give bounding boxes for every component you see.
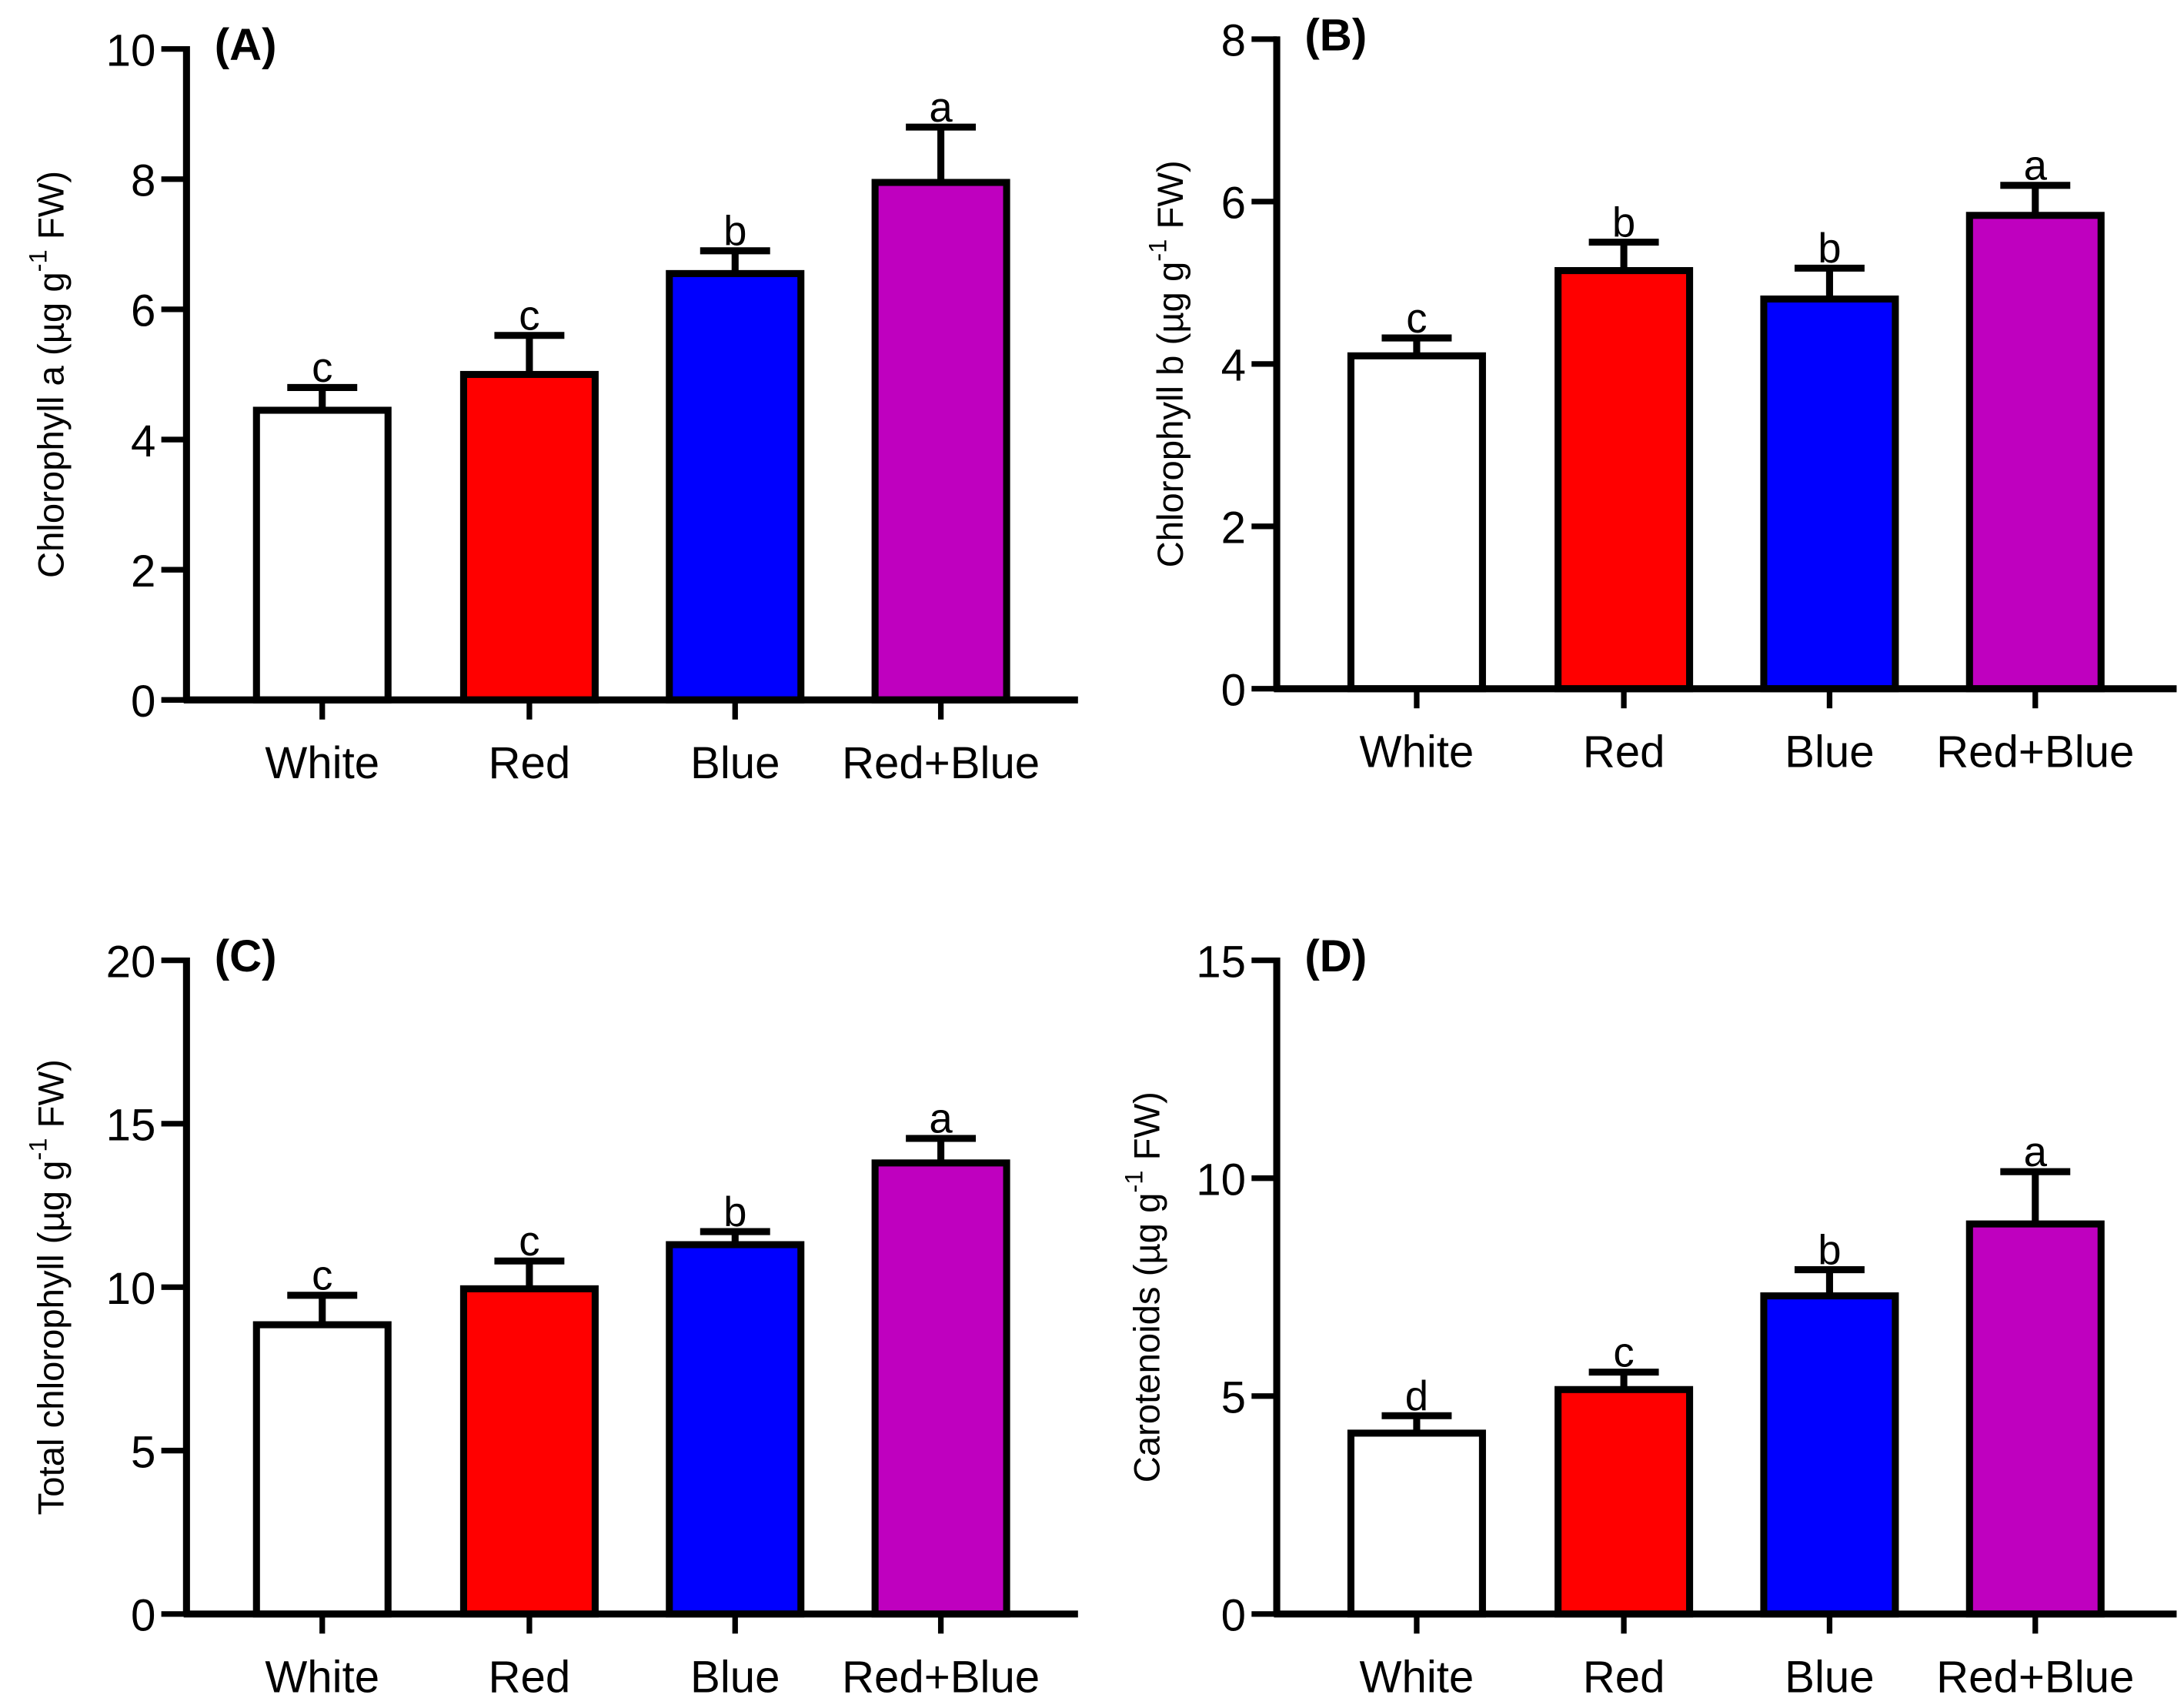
y-tick-label: 6 — [131, 286, 155, 336]
significance-letter: b — [1612, 199, 1635, 246]
y-label-superscript: -1 — [1143, 239, 1171, 262]
x-tick-label: Red — [1583, 727, 1665, 777]
y-tick-label: 15 — [1196, 937, 1246, 987]
y-axis-label: Chlorophyll a (µg g-1 FW) — [23, 171, 72, 578]
bar-white — [252, 406, 392, 704]
x-tick-label: Blue — [690, 738, 780, 788]
y-label-main: Chlorophyll b (µg g — [1150, 262, 1191, 568]
y-axis-label: Carotenoids (µg g-1 FW) — [1119, 1091, 1167, 1482]
significance-letter: a — [929, 1095, 953, 1142]
bar-white — [1347, 352, 1486, 693]
bar-blue — [1760, 1292, 1899, 1618]
y-label-main: Chlorophyll a (µg g — [31, 272, 72, 578]
x-tick-label: White — [1360, 727, 1474, 777]
y-tick-label: 0 — [131, 677, 155, 727]
panel-a: c White c Red b Blue a Red+Blue 0 2 4 6 8 10 (A) Chloro… — [23, 20, 1078, 788]
significance-letter: c — [312, 1252, 332, 1299]
significance-letter: d — [1405, 1372, 1428, 1419]
y-tick-label: 10 — [106, 1264, 156, 1314]
bar-red — [1555, 266, 1694, 693]
bar-red-blue — [871, 179, 1010, 704]
bar-red-blue — [871, 1159, 1010, 1618]
bar-red-blue — [1965, 1220, 2105, 1618]
significance-letter: c — [519, 292, 539, 339]
y-tick-label: 20 — [106, 937, 156, 987]
y-axis-label: Chlorophyll b (µg g-1 FW) — [1143, 160, 1191, 567]
bar-white — [1347, 1429, 1486, 1618]
x-tick-label: Red+Blue — [842, 1653, 1040, 1698]
significance-letter: a — [2024, 1128, 2048, 1175]
x-tick-label: White — [265, 738, 379, 788]
y-tick-label: 6 — [1221, 179, 1246, 229]
significance-letter: c — [519, 1218, 539, 1265]
x-tick-label: Red+Blue — [1936, 1653, 2134, 1698]
significance-letter: b — [723, 208, 746, 255]
y-label-end: FW) — [31, 1059, 72, 1138]
y-tick-label: 5 — [131, 1427, 155, 1477]
y-tick-label: 4 — [1221, 341, 1246, 391]
bar-red — [1555, 1385, 1694, 1618]
bar-white — [252, 1321, 392, 1618]
y-label-end: FW) — [1150, 160, 1191, 239]
y-label-main: Total chlorophyll (µg g — [31, 1161, 72, 1516]
x-tick-label: Blue — [1785, 1653, 1874, 1698]
bar-blue — [1760, 295, 1899, 693]
x-tick-label: White — [1360, 1653, 1474, 1698]
bar-blue — [666, 1241, 805, 1618]
y-tick-label: 0 — [1221, 1591, 1246, 1641]
significance-letter: c — [1613, 1329, 1634, 1375]
panel-d: d White c Red b Blue a Red+Blue 0 5 10 15 (D) Caroten… — [1119, 931, 2177, 1698]
panel-label: (A) — [215, 20, 277, 70]
y-tick-label: 0 — [1221, 666, 1246, 716]
y-label-superscript: -1 — [1119, 1171, 1147, 1193]
panel-label: (B) — [1304, 10, 1367, 60]
panel-label: (D) — [1304, 931, 1367, 981]
y-tick-label: 2 — [131, 547, 155, 597]
y-axis-label: Total chlorophyll (µg g-1 FW) — [23, 1059, 72, 1515]
significance-letter: b — [1818, 225, 1841, 272]
y-tick-label: 5 — [1221, 1373, 1246, 1423]
x-tick-label: Red — [489, 1653, 571, 1698]
y-label-end: FW) — [1127, 1091, 1167, 1170]
y-tick-label: 4 — [131, 416, 155, 466]
y-label-main: Carotenoids (µg g — [1127, 1193, 1167, 1483]
significance-letter: a — [929, 84, 953, 131]
significance-letter: b — [723, 1188, 746, 1235]
y-tick-label: 2 — [1221, 503, 1246, 553]
significance-letter: b — [1818, 1226, 1841, 1273]
y-tick-label: 10 — [1196, 1155, 1246, 1205]
y-label-superscript: -1 — [23, 1138, 52, 1160]
x-tick-label: Blue — [690, 1653, 780, 1698]
x-tick-label: White — [265, 1653, 379, 1698]
significance-letter: c — [312, 344, 332, 391]
y-label-superscript: -1 — [23, 249, 52, 272]
bar-red — [459, 1285, 599, 1618]
y-tick-label: 0 — [131, 1591, 155, 1641]
panel-label: (C) — [215, 931, 277, 981]
bar-red — [459, 370, 599, 704]
x-tick-label: Red — [1583, 1653, 1665, 1698]
x-tick-label: Blue — [1785, 727, 1874, 777]
x-tick-label: Red — [489, 738, 571, 788]
panel-c: c White c Red b Blue a Red+Blue 0 5 10 15 20 (C) Total… — [23, 931, 1078, 1698]
y-label-end: FW) — [31, 171, 72, 249]
y-tick-label: 8 — [1221, 16, 1246, 66]
panel-b: c White b Red b Blue a Red+Blue 0 2 4 6 8 (B) Chloroph… — [1143, 10, 2177, 777]
y-tick-label: 15 — [106, 1101, 156, 1151]
bar-red-blue — [1965, 212, 2105, 693]
x-tick-label: Red+Blue — [1936, 727, 2134, 777]
bar-blue — [666, 269, 805, 704]
x-tick-label: Red+Blue — [842, 738, 1040, 788]
y-tick-label: 8 — [131, 156, 155, 206]
significance-letter: c — [1406, 295, 1427, 342]
y-tick-label: 10 — [106, 25, 156, 75]
significance-letter: a — [2024, 142, 2048, 189]
